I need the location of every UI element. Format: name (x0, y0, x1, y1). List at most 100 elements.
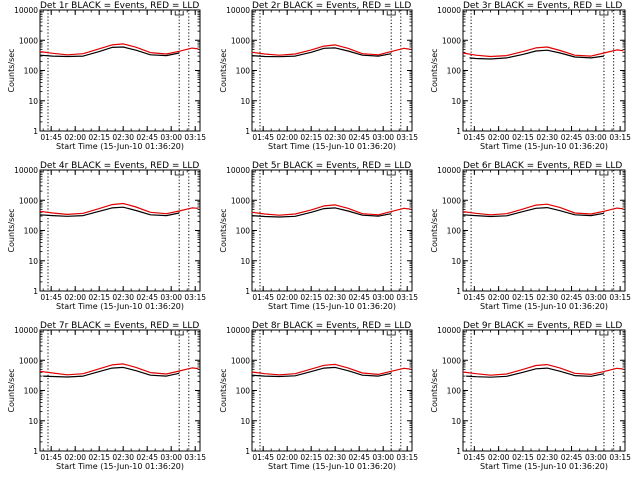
events-series-line (251, 207, 392, 218)
plot-frame (39, 329, 201, 452)
y-tick-label: 10 (28, 257, 38, 266)
x-tick-label: 01:45 (464, 453, 486, 462)
x-tick-label: 03:00 (585, 293, 607, 302)
x-tick-label: 02:00 (488, 293, 510, 302)
x-tick-label: 01:45 (252, 453, 274, 462)
plot-frame (462, 9, 626, 132)
lld-series-line (251, 204, 411, 216)
chart-panel-9: Det 9r BLACK = Events, RED = LLD 1 10 100 10… (430, 321, 631, 471)
y-tick-label: 1 (456, 127, 461, 136)
y-tick-label: 1 (33, 127, 38, 136)
attenuator-marker (386, 331, 396, 336)
x-tick-label: 02:30 (536, 293, 558, 302)
y-tick-label: 100 (24, 387, 39, 396)
chart-panel-2: Det 2r BLACK = Events, RED = LLD 1 10 100 10… (219, 1, 418, 151)
x-tick-label: 02:45 (136, 293, 158, 302)
lld-series-line (462, 203, 624, 216)
attenuator-marker (174, 171, 184, 176)
chart-panel-8: Det 8r BLACK = Events, RED = LLD 1 10 100 10… (219, 321, 418, 471)
attenuator-marker (599, 11, 609, 16)
lld-series-line (462, 46, 624, 58)
events-series-line (39, 46, 180, 58)
y-tick-label: 100 (24, 67, 39, 76)
attenuator-marker (599, 171, 609, 176)
y-axis-label: Counts/sec (7, 208, 16, 252)
y-tick-label: 10 (28, 97, 38, 106)
events-series-line (462, 207, 605, 218)
attenuator-marker (174, 11, 184, 16)
y-tick-label: 100 (236, 67, 251, 76)
events-series-line (469, 49, 604, 60)
x-tick-label: 03:00 (372, 293, 394, 302)
events-series-line (251, 366, 392, 378)
chart-title: Det 5r BLACK = Events, RED = LLD (252, 161, 411, 171)
x-tick-label: 03:15 (396, 453, 418, 462)
x-tick-label: 02:00 (64, 133, 86, 142)
y-axis-label: Counts/sec (430, 368, 439, 412)
attenuator-marker (386, 171, 396, 176)
x-tick-label: 02:00 (488, 133, 510, 142)
plot-frame (251, 169, 413, 292)
x-tick-label: 02:45 (561, 293, 583, 302)
y-tick-label: 100 (236, 387, 251, 396)
y-tick-label: 10000 (226, 326, 250, 335)
chart-title: Det 8r BLACK = Events, RED = LLD (252, 321, 411, 331)
x-axis-label: Start Time (15-Jun-10 01:36:20) (480, 142, 608, 151)
x-axis-label: Start Time (15-Jun-10 01:36:20) (480, 302, 608, 311)
y-tick-label: 1000 (19, 196, 38, 205)
y-axis-label: Counts/sec (7, 368, 16, 412)
events-series-line (466, 367, 605, 378)
y-tick-label: 10 (240, 257, 250, 266)
plot-frame (251, 329, 413, 452)
chart-panel-7: Det 7r BLACK = Events, RED = LLD 1 10 100 10… (7, 321, 206, 471)
plot-frame (462, 169, 626, 292)
x-tick-label: 03:00 (160, 453, 182, 462)
y-tick-label: 1 (33, 287, 38, 296)
y-tick-label: 10000 (437, 166, 461, 175)
x-tick-label: 01:45 (40, 133, 62, 142)
x-axis-label: Start Time (15-Jun-10 01:36:20) (56, 302, 184, 311)
x-tick-label: 01:45 (252, 133, 274, 142)
y-tick-label: 10000 (14, 326, 38, 335)
lld-series-line (462, 364, 624, 376)
y-tick-label: 10000 (14, 6, 38, 15)
x-tick-label: 03:00 (160, 293, 182, 302)
x-tick-label: 02:45 (348, 133, 370, 142)
x-axis-label: Start Time (15-Jun-10 01:36:20) (56, 462, 184, 471)
events-series-line (39, 206, 180, 217)
chart-title: Det 6r BLACK = Events, RED = LLD (463, 161, 622, 171)
y-tick-label: 10 (451, 97, 461, 106)
x-tick-label: 01:45 (40, 453, 62, 462)
attenuator-marker (599, 331, 609, 336)
y-tick-label: 100 (447, 227, 462, 236)
plot-frame (39, 169, 201, 292)
x-tick-label: 02:30 (536, 133, 558, 142)
y-tick-label: 1000 (442, 356, 461, 365)
x-axis-label: Start Time (15-Jun-10 01:36:20) (268, 302, 396, 311)
x-tick-label: 01:45 (40, 293, 62, 302)
x-tick-label: 02:00 (488, 453, 510, 462)
x-axis-label: Start Time (15-Jun-10 01:36:20) (268, 462, 396, 471)
x-tick-label: 02:15 (300, 453, 322, 462)
plot-frame (251, 9, 413, 132)
x-tick-label: 02:15 (512, 453, 534, 462)
chart-title: Det 1r BLACK = Events, RED = LLD (40, 1, 199, 11)
events-series-line (251, 47, 392, 58)
y-tick-label: 10 (240, 97, 250, 106)
y-axis-label: Counts/sec (430, 208, 439, 252)
attenuator-marker (386, 11, 396, 16)
x-axis-label: Start Time (15-Jun-10 01:36:20) (56, 142, 184, 151)
x-tick-label: 02:30 (112, 133, 134, 142)
x-tick-label: 02:30 (536, 453, 558, 462)
chart-panel-3: Det 3r BLACK = Events, RED = LLD 1 10 100 10… (430, 1, 631, 151)
y-tick-label: 1000 (231, 196, 250, 205)
y-axis-label: Counts/sec (7, 48, 16, 92)
x-tick-label: 02:45 (136, 453, 158, 462)
x-tick-label: 03:15 (609, 133, 631, 142)
y-tick-label: 100 (447, 387, 462, 396)
y-tick-label: 10000 (437, 326, 461, 335)
y-tick-label: 1000 (231, 36, 250, 45)
chart-panel-4: Det 4r BLACK = Events, RED = LLD 1 10 100 10… (7, 161, 206, 311)
